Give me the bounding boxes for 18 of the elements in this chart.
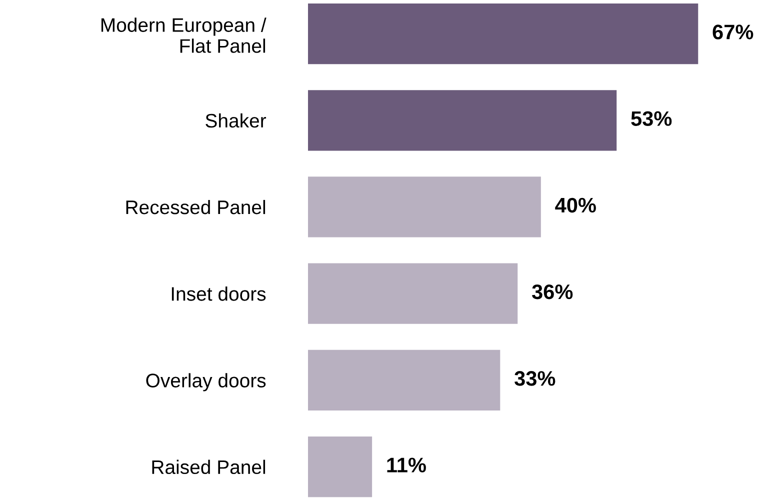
data-label: 40%: [555, 198, 596, 213]
y-tick-label: Overlay doors: [146, 373, 266, 392]
data-label: 11%: [387, 458, 426, 472]
bar: [308, 176, 541, 238]
bar: [308, 3, 698, 64]
y-tick-label: Recessed Panel: [126, 200, 266, 214]
y-tick-label: Modern European / Flat Panel: [101, 18, 266, 53]
y-tick-label: Shaker: [206, 113, 266, 128]
y-tick-label: Raised Panel: [152, 460, 266, 474]
bar: [308, 263, 518, 324]
bar: [308, 436, 372, 498]
data-label: 67%: [712, 24, 754, 40]
data-label: 36%: [532, 284, 573, 300]
y-tick-label: Inset doors: [172, 286, 266, 301]
data-label: 33%: [514, 371, 556, 386]
data-label: 53%: [631, 111, 672, 126]
bar: [308, 90, 617, 151]
bar: [308, 350, 500, 411]
